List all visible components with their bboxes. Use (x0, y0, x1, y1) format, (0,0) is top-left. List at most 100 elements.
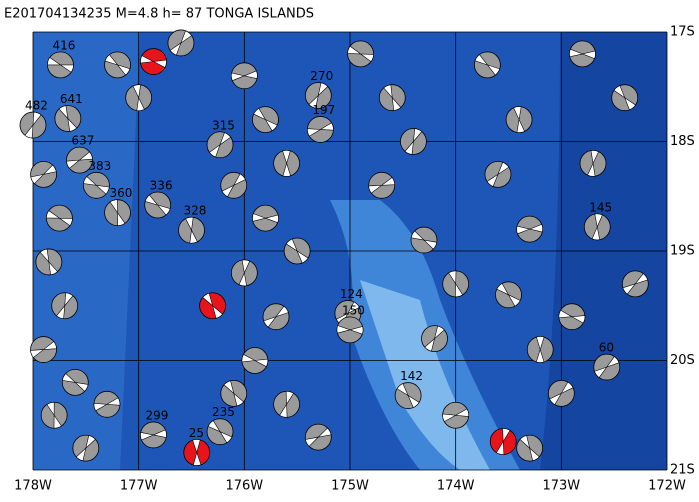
depth-label: 235 (212, 405, 235, 419)
beachball (30, 336, 57, 363)
beachball (167, 29, 195, 57)
x-tick-label: 175W (331, 479, 369, 494)
beachball (307, 116, 334, 143)
beachball (593, 353, 621, 381)
beachball (569, 40, 596, 68)
beachball-quadrant (185, 216, 198, 244)
beachball-quadrant (383, 84, 402, 111)
beachball (241, 347, 269, 374)
beachball (421, 325, 448, 353)
beachball-quadrant (140, 55, 167, 68)
beachball (83, 171, 110, 199)
title-bg (0, 4, 390, 22)
beachball-quadrant (221, 173, 246, 198)
beachball (47, 51, 74, 79)
depth-label: 383 (88, 159, 111, 173)
depth-label: 150 (342, 303, 365, 317)
beachball-quadrant (46, 210, 73, 227)
beachball-quadrant (282, 150, 291, 177)
beachball (206, 131, 234, 159)
beachball (30, 160, 57, 188)
beachball-quadrant (513, 106, 525, 133)
beachball-quadrant (140, 429, 167, 441)
beachball (583, 213, 611, 241)
beachball (526, 336, 554, 363)
beachball-quadrant (263, 305, 289, 328)
beachball-quadrant (549, 381, 574, 406)
beachball-quadrant (209, 132, 232, 158)
beachball-quadrant (109, 199, 126, 227)
beachball (206, 418, 234, 446)
beachball (505, 106, 533, 133)
beachball (178, 216, 205, 244)
beachball-quadrant (75, 435, 96, 462)
beachball (140, 48, 167, 75)
beachball (283, 237, 311, 265)
y-tick-label: 21S (670, 463, 695, 478)
beachball-quadrant (496, 283, 521, 307)
depth-label: 416 (52, 38, 75, 52)
beachball (516, 215, 544, 243)
beachball-quadrant (46, 401, 62, 429)
beachball-quadrant (252, 213, 279, 224)
beachball-quadrant (238, 259, 251, 287)
beachball-quadrant (207, 420, 233, 444)
beachball-quadrant (558, 309, 586, 324)
beachball-quadrant (305, 427, 332, 447)
y-tick-label: 20S (670, 353, 695, 368)
beachball (35, 248, 63, 276)
beachball (347, 40, 374, 68)
beachball-quadrant (66, 151, 93, 169)
beachball-quadrant (30, 341, 57, 359)
beachball (40, 401, 68, 429)
beachball (199, 292, 227, 320)
beachball (304, 82, 332, 109)
beachball-quadrant (307, 122, 334, 137)
beachball-quadrant (404, 128, 423, 155)
x-tick-label: 176W (225, 479, 263, 494)
beachball (495, 281, 522, 309)
beachball-quadrant (519, 435, 540, 462)
beachball-quadrant (516, 224, 543, 235)
beachball-quadrant (308, 82, 329, 109)
beachball (394, 382, 422, 409)
y-tick-label: 19S (670, 244, 695, 259)
beachball (230, 62, 258, 90)
depth-label: 336 (150, 179, 173, 193)
beachball-quadrant (62, 373, 89, 392)
beachball (558, 303, 586, 331)
beachball (125, 84, 153, 112)
x-tick-label: 178W (14, 479, 52, 494)
beachball-quadrant (30, 164, 57, 185)
beachball-quadrant (396, 383, 420, 408)
beachball (230, 259, 258, 287)
beachball (252, 106, 279, 133)
beachball (61, 368, 89, 396)
depth-label: 124 (340, 287, 363, 301)
beachball (220, 171, 248, 199)
beachball (252, 204, 279, 232)
beachball (51, 292, 79, 320)
beachball (368, 171, 396, 199)
beachball-quadrant (622, 273, 649, 295)
beachball-quadrant (448, 270, 464, 298)
x-tick-label: 177W (120, 479, 158, 494)
beachball-quadrant (56, 292, 74, 320)
beachball (104, 51, 131, 79)
beachball-quadrant (169, 30, 193, 56)
beachball-quadrant (144, 194, 171, 216)
beachball-quadrant (93, 397, 121, 412)
depth-label: 270 (310, 69, 333, 83)
beachball-quadrant (594, 356, 620, 379)
beachball-quadrant (474, 54, 501, 76)
beachball-quadrant (202, 292, 224, 319)
beachball (183, 439, 211, 466)
beachball (442, 401, 470, 429)
beachball (220, 379, 248, 407)
beachball (54, 105, 82, 132)
depth-label: 315 (212, 118, 235, 132)
beachball (489, 428, 517, 455)
beachball (336, 316, 364, 344)
beachball (273, 390, 301, 418)
depth-label: 142 (400, 369, 423, 383)
